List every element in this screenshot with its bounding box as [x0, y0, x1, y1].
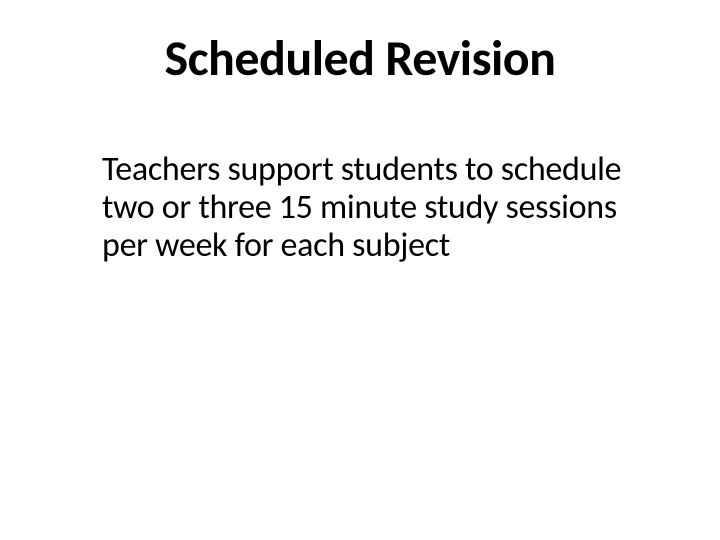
slide-container: Scheduled Revision Teachers support stud… [0, 0, 720, 540]
slide-title: Scheduled Revision [70, 28, 650, 89]
slide-body-text: Teachers support students to schedule tw… [70, 151, 650, 265]
